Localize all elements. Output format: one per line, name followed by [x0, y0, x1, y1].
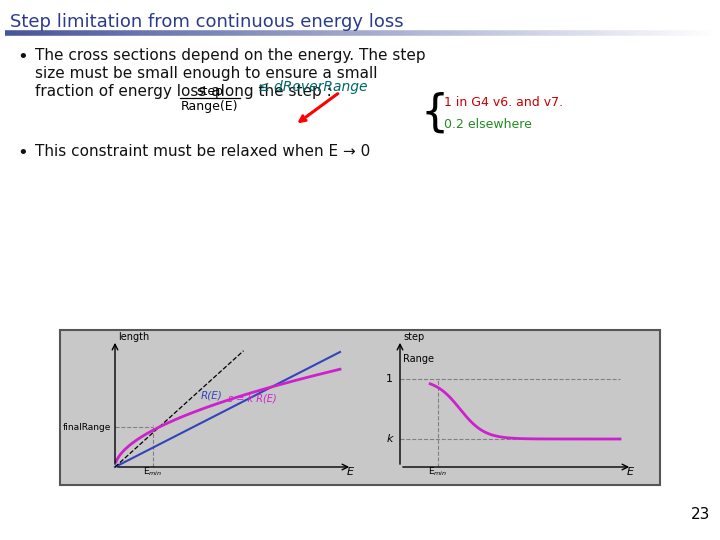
Text: 1: 1 [386, 374, 393, 384]
Text: step: step [197, 85, 223, 98]
Text: s = k R(E): s = k R(E) [228, 394, 276, 403]
Text: 23: 23 [690, 507, 710, 522]
Text: •: • [17, 144, 28, 162]
Text: This constraint must be relaxed when E → 0: This constraint must be relaxed when E →… [35, 144, 370, 159]
Text: R(E): R(E) [200, 390, 222, 400]
Text: Range(E): Range(E) [181, 100, 239, 113]
Text: E$_{min}$: E$_{min}$ [428, 466, 448, 478]
Text: step: step [403, 332, 424, 342]
FancyBboxPatch shape [60, 330, 660, 485]
Text: finalRange: finalRange [63, 422, 111, 431]
Text: k: k [387, 434, 393, 444]
Text: E: E [626, 467, 634, 477]
Text: 0.2 elsewhere: 0.2 elsewhere [444, 118, 532, 131]
Text: size must be small enough to ensure a small: size must be small enough to ensure a sm… [35, 66, 377, 81]
Text: fraction of energy loss along the step :: fraction of energy loss along the step : [35, 84, 332, 99]
Text: 1 in G4 v6. and v7.: 1 in G4 v6. and v7. [444, 96, 563, 109]
Text: length: length [118, 332, 149, 342]
Text: E: E [346, 467, 354, 477]
Text: {: { [420, 91, 449, 134]
Text: •: • [17, 48, 28, 66]
Text: The cross sections depend on the energy. The step: The cross sections depend on the energy.… [35, 48, 426, 63]
Text: ≤ dRoverRange: ≤ dRoverRange [258, 80, 367, 94]
Text: E$_{min}$: E$_{min}$ [143, 466, 163, 478]
Text: Range: Range [403, 354, 434, 364]
Text: Step limitation from continuous energy loss: Step limitation from continuous energy l… [10, 13, 404, 31]
